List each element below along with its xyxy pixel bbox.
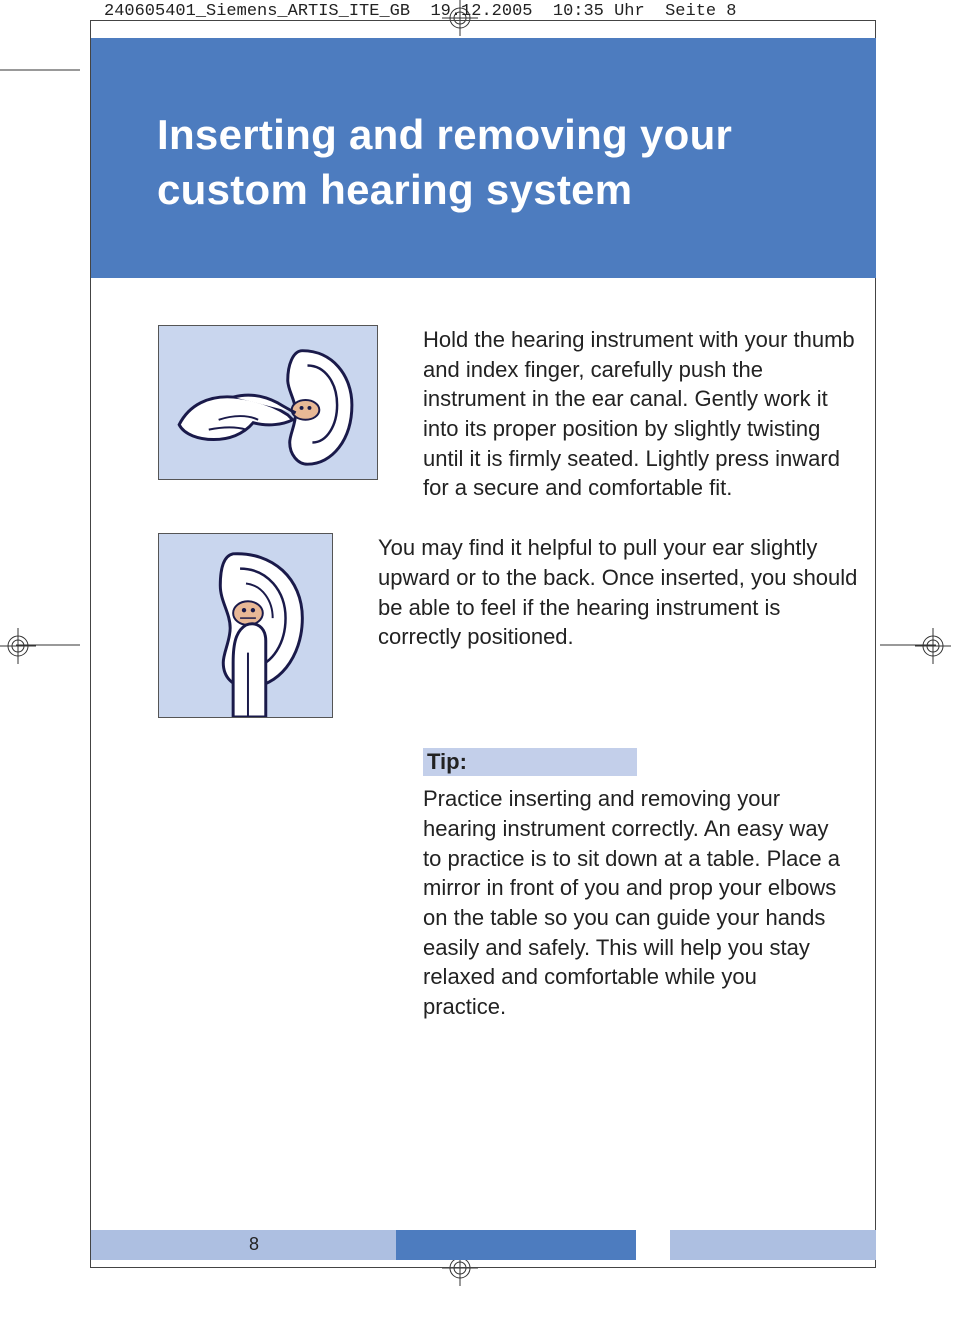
footer-segment-3 — [670, 1230, 876, 1260]
print-header-text: 240605401_Siemens_ARTIS_ITE_GB 19.12.200… — [104, 2, 737, 21]
page-title: Inserting and removing your custom heari… — [157, 108, 836, 217]
instruction-row-1: Hold the hearing instrument with your th… — [158, 325, 858, 503]
instruction-row-2: You may find it helpful to pull your ear… — [158, 533, 858, 718]
footer-segment-2 — [396, 1230, 636, 1260]
instruction-text-1: Hold the hearing instrument with your th… — [423, 325, 858, 503]
footer-segment-1: 8 — [91, 1230, 396, 1260]
page-number: 8 — [249, 1234, 259, 1255]
tip-heading: Tip: — [423, 748, 637, 776]
footer-bar: 8 — [0, 1230, 954, 1260]
title-block: Inserting and removing your custom heari… — [91, 38, 876, 278]
illustration-press-hearing-aid — [158, 533, 333, 718]
instruction-text-2: You may find it helpful to pull your ear… — [378, 533, 858, 652]
registration-mark-right — [915, 628, 951, 664]
illustration-insert-hearing-aid — [158, 325, 378, 480]
tip-section: Tip: Practice inserting and removing you… — [423, 748, 843, 1022]
tip-body: Practice inserting and removing your hea… — [423, 784, 843, 1022]
registration-mark-left — [0, 628, 36, 664]
content-area: Hold the hearing instrument with your th… — [158, 325, 858, 1022]
